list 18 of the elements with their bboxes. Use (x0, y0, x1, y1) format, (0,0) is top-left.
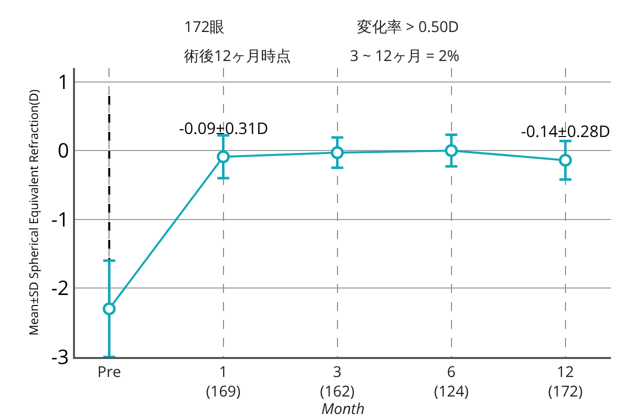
text: 変化率 > 0.50D (357, 17, 459, 37)
x-axis-title: Month (321, 399, 365, 419)
text: 3 ~ 12ヶ月 = 2% (350, 46, 460, 66)
y-tick-label: -3 (51, 343, 69, 370)
y-tick-label: 0 (58, 136, 69, 164)
y-tick-label: -2 (51, 274, 69, 302)
x-tick-label: 3 (162) (320, 362, 355, 402)
text: 172眼 (184, 17, 225, 37)
x-tick-label: 12 (172) (548, 362, 583, 402)
text: 術後12ヶ月時点 (184, 46, 292, 66)
annotation: -0.14±0.28D (521, 120, 610, 142)
x-tick-label: 6 (124) (434, 362, 469, 402)
annotation: -0.09±0.31D (179, 117, 268, 139)
y-tick-label: 1 (58, 68, 69, 95)
y-axis-title: Mean±SD Spherical Equivalent Refraction(D) (24, 88, 42, 336)
x-tick-label: Pre (97, 362, 121, 382)
x-tick-label: 1 (169) (206, 362, 241, 402)
y-tick-label: -1 (51, 205, 69, 232)
